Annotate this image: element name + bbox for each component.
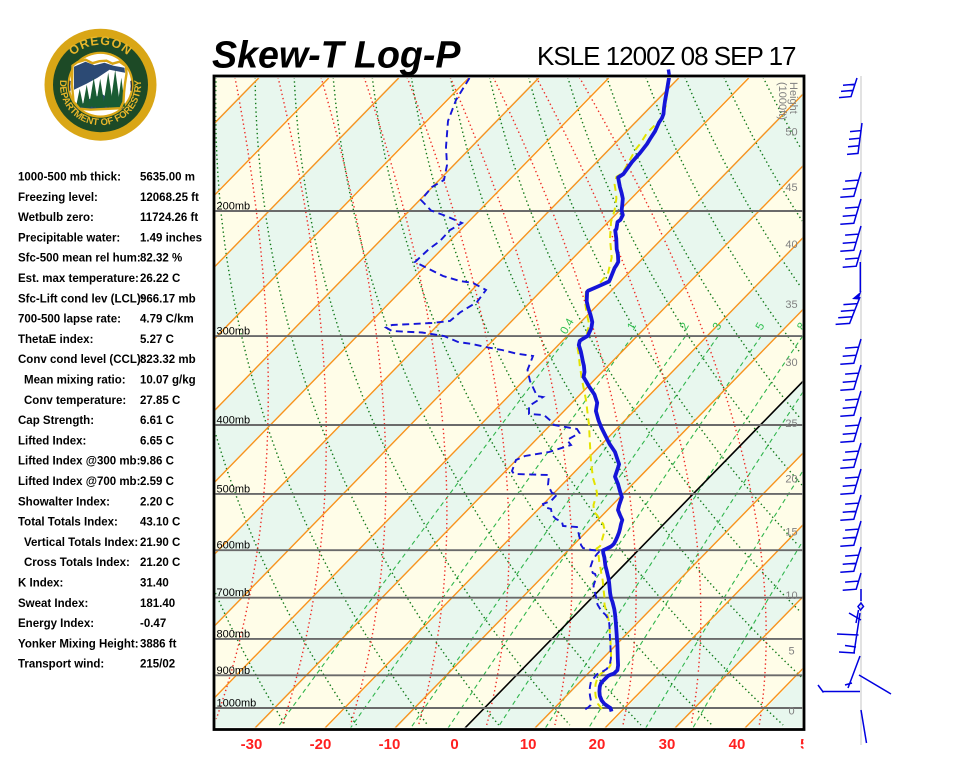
svg-text:-0.47: -0.47 (140, 618, 166, 630)
svg-text:10.07 g/kg: 10.07 g/kg (140, 375, 196, 387)
svg-text:1: 1 (625, 321, 639, 333)
svg-text:5: 5 (754, 321, 768, 333)
svg-text:30: 30 (659, 736, 676, 753)
svg-text:Cross Totals Index:: Cross Totals Index: (24, 557, 130, 569)
svg-text:5: 5 (788, 645, 794, 657)
svg-text:21.90 C: 21.90 C (140, 537, 180, 549)
svg-text:0: 0 (788, 706, 794, 718)
svg-text:26.22 C: 26.22 C (140, 273, 180, 285)
svg-text:Skew-T Log-P: Skew-T Log-P (212, 34, 461, 76)
svg-text:Transport wind:: Transport wind: (18, 659, 104, 671)
svg-text:Showalter Index:: Showalter Index: (18, 496, 110, 508)
svg-text:200mb: 200mb (217, 201, 251, 213)
svg-text:Sweat Index:: Sweat Index: (18, 598, 88, 610)
svg-text:900mb: 900mb (217, 665, 251, 677)
svg-text:2.20 C: 2.20 C (140, 496, 174, 508)
svg-text:966.17 mb: 966.17 mb (140, 293, 196, 305)
svg-text:KSLE 1200Z 08 SEP 17: KSLE 1200Z 08 SEP 17 (537, 41, 796, 71)
svg-text:40: 40 (785, 239, 797, 251)
svg-text:1000-500 mb thick:: 1000-500 mb thick: (18, 172, 121, 184)
svg-text:31.40: 31.40 (140, 578, 169, 590)
svg-text:Lifted Index @300 mb:: Lifted Index @300 mb: (18, 456, 140, 468)
svg-text:45: 45 (785, 182, 797, 194)
svg-text:Mean mixing ratio:: Mean mixing ratio: (24, 375, 126, 387)
svg-text:3: 3 (711, 321, 725, 333)
svg-text:Conv cond level (CCL):: Conv cond level (CCL): (18, 354, 145, 366)
svg-text:Cap Strength:: Cap Strength: (18, 415, 94, 427)
svg-text:10: 10 (520, 736, 537, 753)
svg-text:Conv temperature:: Conv temperature: (24, 395, 126, 407)
svg-text:Sfc-500 mean rel hum:: Sfc-500 mean rel hum: (18, 253, 141, 265)
svg-text:43.10 C: 43.10 C (140, 517, 180, 529)
svg-text:11724.26 ft: 11724.26 ft (140, 212, 198, 224)
svg-text:Lifted Index:: Lifted Index: (18, 435, 86, 447)
svg-text:10: 10 (785, 590, 797, 602)
svg-text:12068.25 ft: 12068.25 ft (140, 192, 199, 204)
svg-text:40: 40 (729, 736, 746, 753)
svg-text:400mb: 400mb (217, 415, 251, 427)
svg-text:20: 20 (785, 474, 797, 486)
svg-text:21.20 C: 21.20 C (140, 557, 180, 569)
svg-text:Lifted Index @700 mb:: Lifted Index @700 mb: (18, 476, 140, 488)
svg-text:4.79 C/km: 4.79 C/km (140, 314, 194, 326)
svg-text:Est. max temperature:: Est. max temperature: (18, 273, 139, 285)
svg-text:(1000ft): (1000ft) (776, 82, 788, 120)
svg-text:300mb: 300mb (217, 326, 251, 338)
svg-text:600mb: 600mb (217, 540, 251, 552)
svg-text:6.65 C: 6.65 C (140, 435, 174, 447)
svg-text:9.86 C: 9.86 C (140, 456, 174, 468)
svg-text:25: 25 (785, 418, 797, 430)
svg-text:Energy Index:: Energy Index: (18, 618, 94, 630)
svg-text:800mb: 800mb (217, 628, 251, 640)
svg-text:700-500 lapse rate:: 700-500 lapse rate: (18, 314, 121, 326)
svg-text:Total Totals Index:: Total Totals Index: (18, 517, 118, 529)
svg-text:1000mb: 1000mb (217, 698, 257, 710)
svg-text:15: 15 (785, 527, 797, 539)
svg-text:Vertical Totals Index:: Vertical Totals Index: (24, 537, 138, 549)
svg-text:30: 30 (785, 357, 797, 369)
svg-text:27.85 C: 27.85 C (140, 395, 180, 407)
svg-text:ThetaE index:: ThetaE index: (18, 334, 93, 346)
svg-text:215/02: 215/02 (140, 659, 175, 671)
svg-text:20: 20 (589, 736, 606, 753)
svg-text:700mb: 700mb (217, 587, 251, 599)
svg-text:-30: -30 (241, 736, 263, 753)
svg-text:6.61 C: 6.61 C (140, 415, 174, 427)
svg-text:1.49 inches: 1.49 inches (140, 232, 202, 244)
svg-text:K Index:: K Index: (18, 578, 63, 590)
svg-text:Precipitable water:: Precipitable water: (18, 232, 120, 244)
svg-text:50: 50 (785, 127, 797, 139)
svg-text:2: 2 (678, 321, 692, 333)
svg-text:8: 8 (795, 321, 809, 333)
svg-text:823.32 mb: 823.32 mb (140, 354, 196, 366)
svg-text:5635.00 m: 5635.00 m (140, 172, 195, 184)
svg-text:82.32 %: 82.32 % (140, 253, 182, 265)
svg-text:3886 ft: 3886 ft (140, 638, 177, 650)
svg-text:2.59 C: 2.59 C (140, 476, 174, 488)
svg-text:Wetbulb zero:: Wetbulb zero: (18, 212, 94, 224)
svg-text:Sfc-Lift cond lev (LCL):: Sfc-Lift cond lev (LCL): (18, 293, 145, 305)
svg-text:Yonker Mixing Height:: Yonker Mixing Height: (18, 638, 139, 650)
svg-text:-10: -10 (379, 736, 401, 753)
svg-text:0: 0 (450, 736, 458, 753)
svg-text:Height: Height (787, 82, 799, 114)
svg-text:-20: -20 (310, 736, 332, 753)
svg-text:35: 35 (785, 299, 797, 311)
svg-text:5.27 C: 5.27 C (140, 334, 174, 346)
svg-text:181.40: 181.40 (140, 598, 175, 610)
svg-text:Freezing level:: Freezing level: (18, 192, 98, 204)
svg-text:500mb: 500mb (217, 483, 251, 495)
